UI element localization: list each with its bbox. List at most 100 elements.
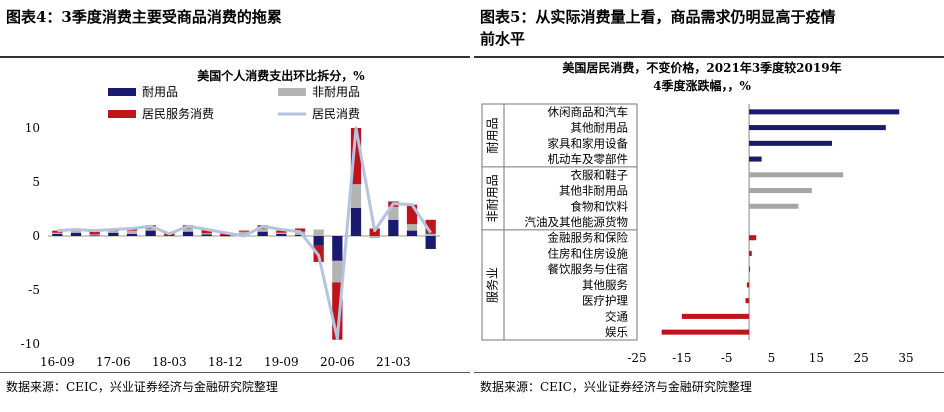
group-label-2: 非耐用品 <box>486 174 500 222</box>
bar-家具和家用设备 <box>749 140 833 146</box>
x-tick-label: 20-06 <box>320 355 355 369</box>
bar-2-21-03 <box>388 206 399 220</box>
consumption-line <box>57 126 432 341</box>
x-tick-label: 18-12 <box>208 355 243 369</box>
legend-label-3: 居民服务消费 <box>142 106 214 121</box>
bar-1-18-06 <box>182 231 194 236</box>
bar-金融服务和保险 <box>749 235 757 241</box>
x-tick-label: 21-03 <box>376 355 411 369</box>
bar-1-18-03 <box>164 235 175 236</box>
x-tick-label: 16-09 <box>40 355 75 369</box>
legend-label-1: 耐用品 <box>142 85 178 99</box>
bar-2-16-09 <box>52 232 63 234</box>
bar-2-21-06 <box>406 224 418 231</box>
x-tick-label: 19-09 <box>264 355 299 369</box>
left-chart-title: 美国个人消费支出环比拆分，% <box>197 68 365 83</box>
bar-1-18-09 <box>201 234 212 236</box>
bar-交通 <box>681 313 750 319</box>
bar-3-16-09 <box>52 230 63 233</box>
bar-3-20-09 <box>350 128 362 185</box>
bar-1-19-06 <box>257 231 268 236</box>
y-tick-label: 5 <box>32 175 40 189</box>
right-title-rule <box>474 56 944 58</box>
bar-1-20-03 <box>313 236 324 246</box>
category-label: 衣服和鞋子 <box>571 168 629 182</box>
bar-3-20-06 <box>332 282 343 340</box>
bar-2-19-03 <box>238 231 250 236</box>
legend-swatch-3 <box>108 110 136 118</box>
bar-3-19-09 <box>276 230 287 233</box>
bar-2-18-09 <box>201 233 212 235</box>
bar-3-19-03 <box>238 230 250 232</box>
category-label: 家具和家用设备 <box>548 136 629 150</box>
bar-休闲商品和汽车 <box>749 109 900 115</box>
bar-其他服务 <box>746 282 750 288</box>
left-source-note: 数据来源：CEIC，兴业证券经济与金融研究院整理 <box>6 380 278 394</box>
x-tick-label: 35 <box>898 351 913 365</box>
x-tick-label: -25 <box>627 351 646 365</box>
x-tick-label: 18-03 <box>152 355 187 369</box>
right-figure-panel: 图表5：从实际消费量上看，商品需求仍明显高于疫情 前水平 美国居民消费，不变价格… <box>474 0 944 412</box>
bar-食物和饮料 <box>749 203 799 209</box>
bar-3-21-09 <box>425 219 436 234</box>
right-figure-title-line2: 前水平 <box>480 30 526 48</box>
bar-2-19-09 <box>276 232 287 234</box>
bar-2-20-09 <box>350 184 362 208</box>
bar-3-21-06 <box>406 204 418 225</box>
category-label: 汽油及其他能源货物 <box>525 215 629 229</box>
legend-swatch-2 <box>278 88 306 96</box>
x-tick-label: 17-06 <box>96 355 131 369</box>
category-label: 其他服务 <box>582 278 628 292</box>
bar-2-20-03 <box>313 229 324 236</box>
bar-2-21-09 <box>425 233 436 236</box>
bar-1-21-09 <box>425 236 436 249</box>
bar-1-17-09 <box>126 233 138 236</box>
category-label: 医疗护理 <box>582 294 628 308</box>
x-tick-label: -5 <box>721 351 733 365</box>
category-label: 机动车及零部件 <box>548 152 629 166</box>
bar-1-20-09 <box>350 207 362 236</box>
category-label: 食物和饮料 <box>571 199 629 213</box>
bar-2-20-12 <box>369 236 380 239</box>
legend-swatch-1 <box>108 88 136 96</box>
category-label: 交通 <box>605 309 628 323</box>
bar-1-17-12 <box>145 230 156 236</box>
y-tick-label: -10 <box>21 337 40 351</box>
right-figure-title: 图表5：从实际消费量上看，商品需求仍明显高于疫情 前水平 <box>480 6 835 50</box>
bar-2-17-09 <box>126 230 138 234</box>
bar-3-20-12 <box>369 228 380 236</box>
category-table-frame <box>481 103 638 341</box>
bar-1-19-12 <box>294 234 306 236</box>
bar-餐饮服务与住宿 <box>749 266 751 272</box>
bar-1-17-03 <box>89 235 100 236</box>
bar-医疗护理 <box>745 298 750 304</box>
category-label: 其他非耐用品 <box>559 184 628 198</box>
left-figure-panel: 图表4：3季度消费主要受商品消费的拖累 美国个人消费支出环比拆分，% 耐用品 非耐用… <box>0 0 470 412</box>
left-title-rule <box>0 56 470 58</box>
group-label-3: 服务业 <box>485 267 500 303</box>
bar-3-17-03 <box>89 230 100 235</box>
bar-2-17-03 <box>89 234 100 236</box>
x-tick-label: 5 <box>768 351 776 365</box>
y-tick-label: 10 <box>25 121 40 135</box>
bar-衣服和鞋子 <box>749 172 844 178</box>
bar-1-16-09 <box>52 233 63 236</box>
bar-1-21-03 <box>388 219 399 236</box>
category-label: 住房和住房设施 <box>548 246 629 260</box>
right-figure-title-line1: 图表5：从实际消费量上看，商品需求仍明显高于疫情 <box>480 8 836 26</box>
x-tick-label: -15 <box>672 351 691 365</box>
bar-2-17-06 <box>108 231 119 233</box>
bar-娱乐 <box>661 329 750 335</box>
bar-3-18-09 <box>201 230 212 234</box>
right-source-note: 数据来源：CEIC，兴业证券经济与金融研究院整理 <box>480 380 752 394</box>
left-source-rule <box>0 372 470 373</box>
bar-其他耐用品 <box>749 125 886 131</box>
y-tick-label: -5 <box>28 283 40 297</box>
bar-3-19-12 <box>294 228 306 232</box>
right-chart: 美国居民消费，不变价格，2021年3季度较2019年 4季度涨跌幅，，% 耐用品非耐… <box>481 60 914 365</box>
bar-2-17-12 <box>145 228 156 231</box>
left-figure-title: 图表4：3季度消费主要受商品消费的拖累 <box>6 8 282 26</box>
x-tick-label: 15 <box>809 351 824 365</box>
bar-1-18-12 <box>220 234 231 236</box>
